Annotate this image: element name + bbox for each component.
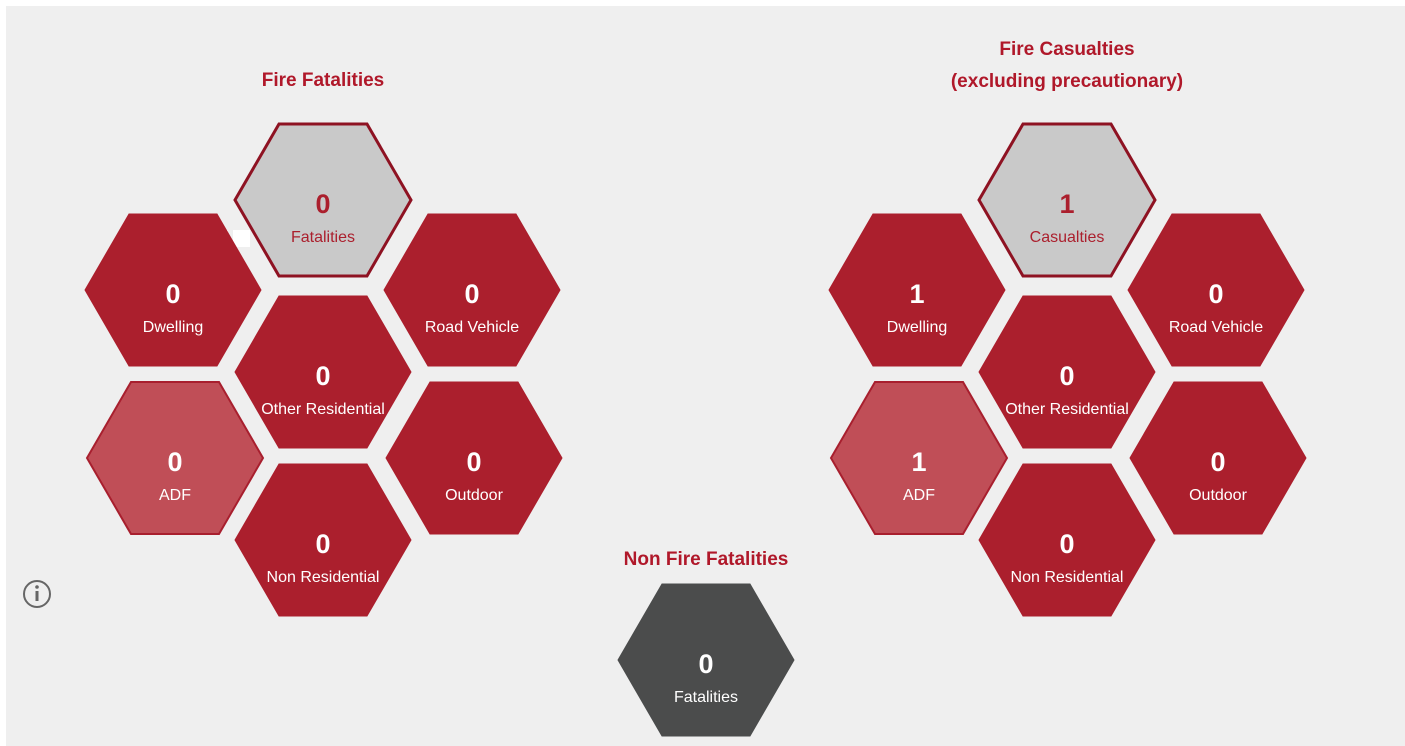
hex-tile: 0 Dwelling	[84, 213, 262, 367]
fire-fatalities: Fire Fatalities 0 Fatalities 0 Dwelling 0 Road…	[84, 70, 563, 617]
hex-tile: 0 Road Vehicle	[383, 213, 561, 367]
hex-tile: 0 Road Vehicle	[1127, 213, 1305, 367]
hex-value: 0	[466, 447, 481, 477]
hex-label: Dwelling	[887, 319, 947, 336]
hex-value: 0	[315, 189, 330, 219]
hex-tile: 0 Outdoor	[385, 381, 563, 535]
hex-value: 1	[1059, 189, 1074, 219]
hexagon	[1127, 213, 1305, 367]
hex-value: 0	[1208, 279, 1223, 309]
hex-label: Casualties	[1030, 229, 1105, 246]
hex-value: 0	[1059, 529, 1074, 559]
hexagon	[978, 295, 1156, 449]
hex-label: Fatalities	[674, 689, 738, 706]
hex-tile: 0 Non Residential	[978, 463, 1156, 617]
hex-tile: 0 Non Residential	[234, 463, 412, 617]
hex-value: 0	[315, 361, 330, 391]
section-title: Fire Casualties	[999, 39, 1134, 60]
hexagon	[85, 381, 265, 535]
hex-label: Outdoor	[1189, 487, 1247, 504]
hexagon	[84, 213, 262, 367]
hex-value: 0	[315, 529, 330, 559]
hexagon	[978, 463, 1156, 617]
hex-value: 0	[167, 447, 182, 477]
hex-value: 0	[165, 279, 180, 309]
section-title: (excluding precautionary)	[951, 71, 1183, 92]
hex-tile: 1 Casualties	[977, 122, 1157, 278]
hexagon	[233, 122, 413, 278]
hex-value: 0	[698, 649, 713, 679]
hex-label: Outdoor	[445, 487, 503, 504]
hex-value: 1	[909, 279, 924, 309]
hex-label: Other Residential	[261, 401, 385, 418]
section-title: Non Fire Fatalities	[624, 549, 789, 570]
section-title: Fire Fatalities	[262, 70, 385, 91]
hexagon	[234, 295, 412, 449]
non-fire-fatalities: Non Fire Fatalities 0 Fatalities	[617, 549, 795, 737]
hex-label: Road Vehicle	[1169, 319, 1263, 336]
info-icon[interactable]	[23, 580, 51, 608]
hex-label: Non Residential	[267, 569, 380, 586]
hex-tile: 0 Fatalities	[233, 122, 413, 278]
fire-casualties: Fire Casualties (excluding precautionary)…	[828, 39, 1307, 617]
hex-label: Non Residential	[1011, 569, 1124, 586]
hexagon	[234, 463, 412, 617]
hex-value: 0	[464, 279, 479, 309]
hex-tile: 1 ADF	[829, 381, 1009, 535]
hex-label: ADF	[159, 487, 191, 504]
hex-tile: 0 Outdoor	[1129, 381, 1307, 535]
hex-label: Fatalities	[291, 229, 355, 246]
hex-tile: 0 Other Residential	[978, 295, 1156, 449]
hexagon	[383, 213, 561, 367]
hexagon	[829, 381, 1009, 535]
hex-label: Dwelling	[143, 319, 203, 336]
hex-tile: 1 Dwelling	[828, 213, 1006, 367]
hexagon	[828, 213, 1006, 367]
hexagon	[617, 583, 795, 737]
hex-label: ADF	[903, 487, 935, 504]
hexagon	[977, 122, 1157, 278]
hex-label: Other Residential	[1005, 401, 1129, 418]
hexagon	[385, 381, 563, 535]
hex-tile: 0 Fatalities	[617, 583, 795, 737]
hex-value: 1	[911, 447, 926, 477]
hex-tile: 0 Other Residential	[234, 295, 412, 449]
hex-value: 0	[1059, 361, 1074, 391]
hex-value: 0	[1210, 447, 1225, 477]
hexagon	[1129, 381, 1307, 535]
hex-tile: 0 ADF	[85, 381, 265, 535]
hex-label: Road Vehicle	[425, 319, 519, 336]
